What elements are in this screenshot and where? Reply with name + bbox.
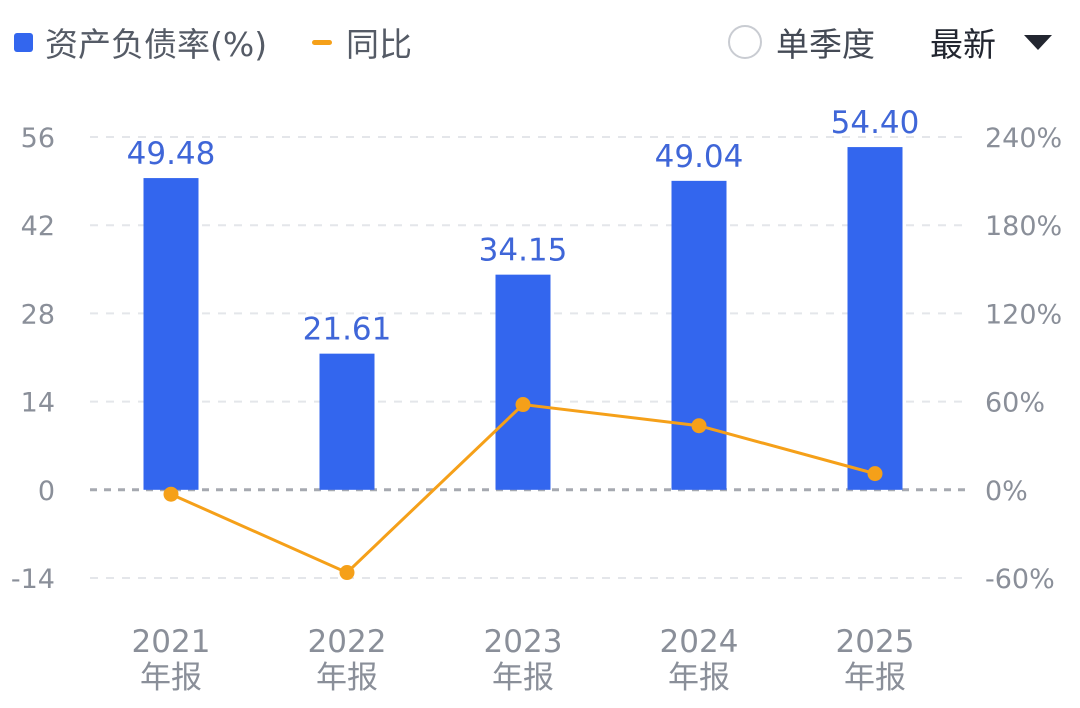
caret-down-icon[interactable]	[1024, 34, 1052, 50]
y-right-tick-label: 60%	[985, 388, 1045, 419]
legend-item-debt-ratio[interactable]: 资产负债率(%)	[14, 18, 267, 66]
yoy-point	[867, 466, 883, 482]
legend-bar-swatch	[14, 32, 33, 52]
bar	[143, 178, 199, 490]
yoy-point	[339, 565, 355, 581]
bar-value-label: 34.15	[479, 233, 568, 269]
x-tick-label: 2023 年报	[484, 624, 563, 696]
chart-toolbar: 资产负债率(%) 同比 单季度 最新	[0, 0, 1080, 80]
period-dropdown[interactable]: 最新	[930, 18, 1052, 66]
single-quarter-radio[interactable]: 单季度	[728, 18, 875, 66]
legend-label-debt-ratio: 资产负债率(%)	[45, 25, 268, 64]
y-left-tick-label: 0	[38, 476, 55, 507]
single-quarter-label: 单季度	[776, 25, 875, 64]
y-right-tick-label: 0%	[985, 476, 1028, 507]
y-left-tick-label: 14	[21, 388, 55, 419]
x-tick-label: 2022 年报	[308, 624, 387, 696]
bar	[319, 353, 375, 490]
y-right-tick-label: 240%	[985, 123, 1062, 154]
y-left-tick-label: 28	[21, 299, 55, 330]
y-left-tick-label: 56	[21, 123, 55, 154]
y-right-tick-label: -60%	[985, 564, 1055, 595]
bar	[495, 274, 551, 490]
yoy-point	[515, 397, 531, 413]
bar-value-label: 49.48	[127, 136, 216, 172]
y-right-tick-label: 120%	[985, 299, 1062, 330]
legend-item-yoy[interactable]: 同比	[312, 18, 412, 66]
x-tick-label: 2021 年报	[132, 624, 211, 696]
y-right-tick-label: 180%	[985, 211, 1062, 242]
bar	[671, 180, 727, 490]
legend-label-yoy: 同比	[346, 25, 412, 64]
bar-value-label: 21.61	[303, 312, 392, 348]
yoy-point	[163, 486, 179, 502]
period-dropdown-value: 最新	[930, 25, 996, 64]
bar	[847, 147, 903, 490]
bar-value-label: 54.40	[831, 105, 920, 141]
radio-circle-icon[interactable]	[728, 25, 762, 59]
y-left-tick-label: -14	[11, 564, 55, 595]
x-tick-label: 2024 年报	[660, 624, 739, 696]
legend-line-swatch	[312, 39, 332, 45]
y-left-tick-label: 42	[21, 211, 55, 242]
x-tick-label: 2025 年报	[836, 624, 915, 696]
yoy-point	[691, 418, 707, 434]
bar-value-label: 49.04	[655, 139, 744, 175]
